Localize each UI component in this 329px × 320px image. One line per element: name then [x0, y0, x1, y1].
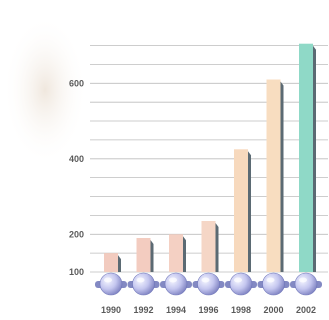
- y-tick-label: 200: [69, 229, 84, 239]
- bar-base-2002: [290, 272, 322, 296]
- y-axis-ticks: 100 200 400 600: [69, 78, 84, 277]
- bar-base-1998: [225, 272, 257, 296]
- bar-shadow-1998: [248, 151, 251, 272]
- bar-1998: [234, 149, 248, 272]
- y-tick-label: 600: [69, 78, 84, 88]
- bar-base-1994: [160, 272, 192, 296]
- background-wash: [3, 15, 87, 165]
- bar-2002: [299, 43, 313, 273]
- x-tick-label: 1998: [231, 305, 251, 315]
- y-tick-label: 400: [69, 154, 84, 164]
- bar-base-2000: [257, 272, 290, 296]
- bar-1996: [201, 221, 216, 272]
- y-tick-label: 100: [69, 267, 84, 277]
- bars: [104, 43, 316, 273]
- bar-base-1996: [192, 272, 225, 296]
- x-tick-label: 1994: [166, 305, 186, 315]
- x-tick-label: 2000: [263, 305, 283, 315]
- x-axis-ticks: 1990 1992 1994 1996 1998 2000 2002: [101, 305, 316, 315]
- x-tick-label: 1996: [198, 305, 218, 315]
- bar-base-1992: [127, 272, 160, 296]
- x-tick-label: 2002: [296, 305, 316, 315]
- bar-2000: [266, 79, 281, 272]
- bar-shadow-1990: [118, 255, 121, 272]
- bar-shadow-1994: [183, 236, 186, 272]
- bar-1990: [104, 253, 118, 272]
- bar-1994: [169, 234, 183, 272]
- bar-shadow-2002: [313, 45, 316, 273]
- bar-shadow-1996: [215, 223, 219, 272]
- x-tick-label: 1990: [101, 305, 121, 315]
- gridlines: [90, 45, 328, 273]
- bar-1992: [136, 238, 151, 272]
- bar-shadow-2000: [280, 81, 284, 272]
- bar-shadow-1992: [150, 240, 154, 272]
- bar-base-1990: [95, 272, 127, 296]
- x-tick-label: 1992: [133, 305, 153, 315]
- bar-bases: [95, 272, 322, 296]
